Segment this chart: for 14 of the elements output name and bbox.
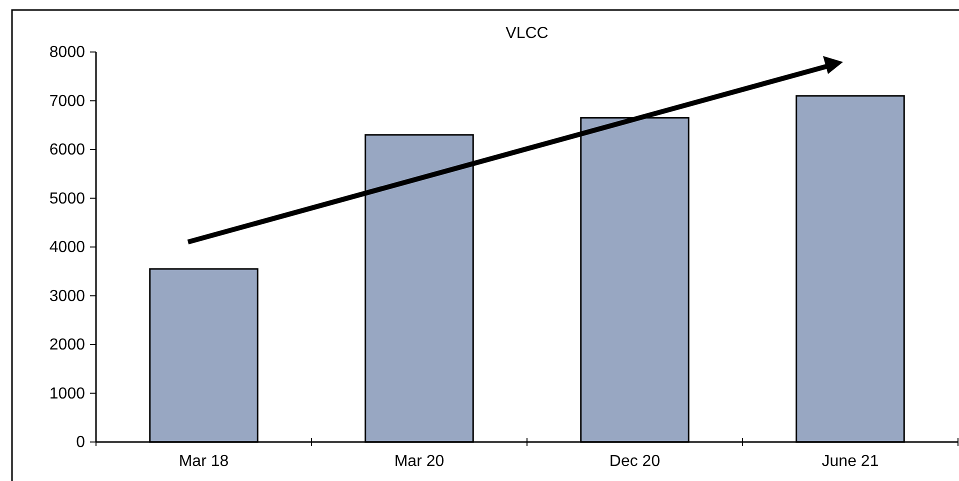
y-tick-label: 1000 <box>49 385 86 402</box>
x-tick-label: Mar 18 <box>178 453 229 470</box>
y-tick-label: 6000 <box>49 142 86 159</box>
x-tick-label: June 21 <box>822 453 879 470</box>
x-tick-label: Dec 20 <box>609 453 660 470</box>
y-tick-label: 0 <box>76 434 86 452</box>
y-tick-label: 4000 <box>49 239 86 256</box>
y-tick-label: 3000 <box>49 288 86 305</box>
y-tick-label: 2000 <box>49 336 86 354</box>
y-tick-label: 5000 <box>49 190 86 208</box>
chart-title: VLCC <box>506 25 548 42</box>
y-tick-label: 8000 <box>49 44 86 62</box>
y-tick-label: 7000 <box>49 92 86 110</box>
x-tick-label: Mar 20 <box>394 453 444 470</box>
